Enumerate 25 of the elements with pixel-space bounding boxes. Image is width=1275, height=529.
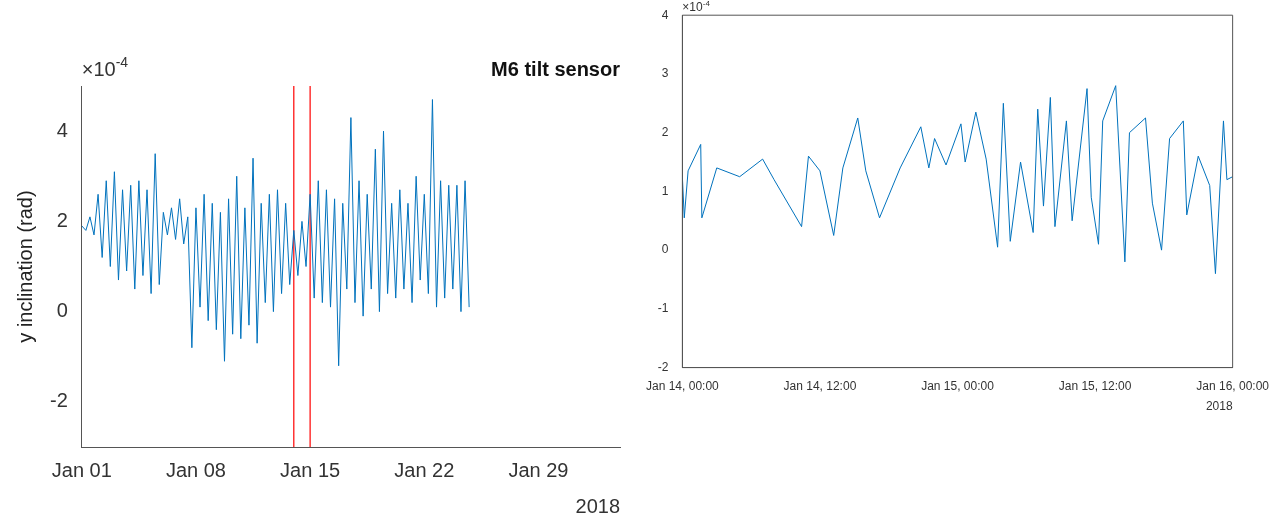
x-tick-label: Jan 15: [280, 458, 341, 481]
x-tick-label: Jan 14, 00:00: [646, 379, 720, 394]
x-tick-label: Jan 08: [165, 458, 226, 481]
y-tick-label: 4: [56, 118, 68, 141]
y-tick-label: -2: [657, 359, 669, 374]
y-tick-label: -1: [657, 301, 669, 316]
text: 2018: [575, 495, 621, 517]
y-tick-label: -2: [49, 389, 68, 412]
x-tick-label: Jan 29: [508, 458, 569, 481]
y-tick-label: 2: [661, 124, 669, 139]
x-tick-label: Jan 15, 12:00: [1058, 379, 1132, 394]
y-tick-label: 3: [661, 66, 669, 81]
chart-title: M6 tilt sensor: [491, 57, 621, 80]
text: 2018: [1205, 399, 1233, 414]
x-tick-label: Jan 22: [394, 458, 455, 481]
y-tick-label: 0: [661, 242, 669, 257]
y-tick-label: 2: [56, 208, 68, 231]
x-tick-label: Jan 15, 00:00: [921, 379, 995, 394]
y-axis-title: y inclination (rad): [13, 190, 36, 343]
y-tick-label: 0: [56, 299, 68, 322]
x-tick-label: Jan 16, 00:00: [1196, 379, 1270, 394]
x-tick-label: Jan 14, 12:00: [783, 379, 857, 394]
x-tick-label: Jan 01: [51, 458, 112, 481]
y-tick-label: 1: [661, 183, 669, 198]
y-tick-label: 4: [661, 7, 669, 22]
